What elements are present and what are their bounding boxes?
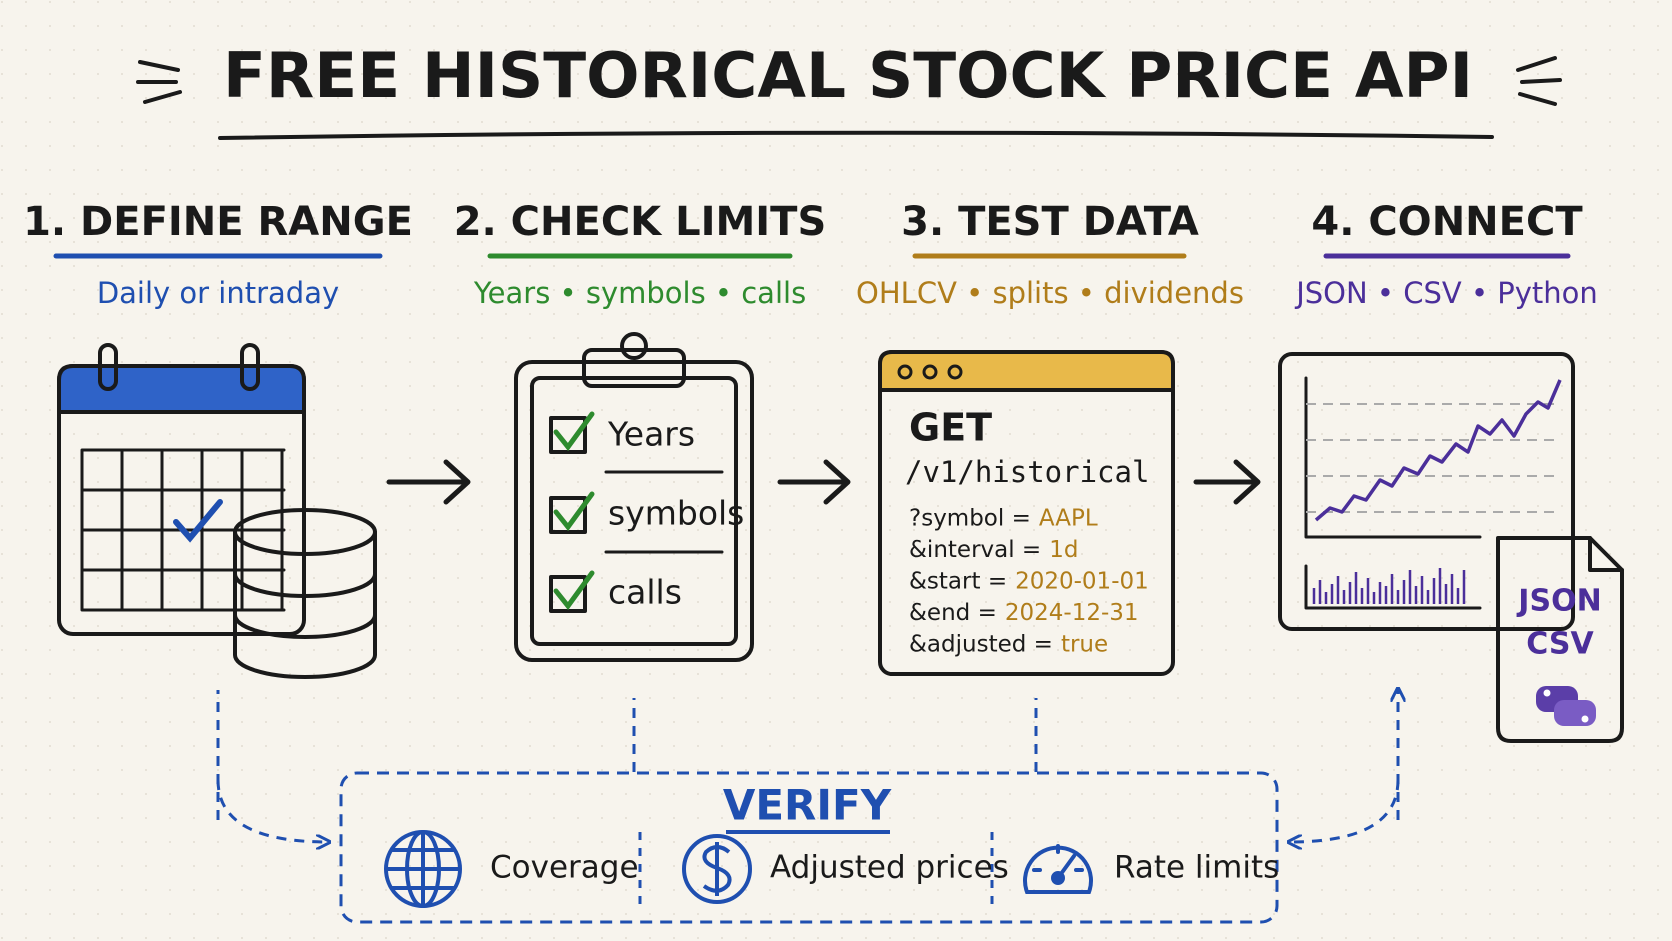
verify-title: VERIFY [723, 781, 892, 830]
chart-window-part [1306, 403, 1560, 513]
clipboard-icon-part [530, 376, 738, 646]
step-headings: 1. DEFINE RANGE Daily or intraday 2. CHE… [23, 199, 1598, 310]
request-window-part [897, 364, 913, 380]
param-key: &start = [909, 569, 1007, 595]
param-key: &adjusted = [909, 632, 1053, 658]
request-method: GET [909, 406, 992, 450]
dollar-icon-part [682, 834, 752, 904]
verify-panel-part [339, 771, 1279, 924]
calendar-icon [57, 343, 306, 636]
clipboard-icon-part [582, 348, 686, 388]
clipboard-icon-part [620, 332, 648, 360]
chart-window-part [1278, 352, 1575, 631]
param-key: &end = [909, 600, 997, 626]
verify-panel-part: Coverage Adjusted prices Rate limits [490, 850, 1279, 886]
param-value: 2020-01-01 [1015, 569, 1149, 595]
step-subtitle: JSON • CSV • Python [1294, 276, 1598, 310]
request-window-part [922, 364, 938, 380]
chart-window-part [1312, 568, 1466, 604]
database-icon-part [233, 508, 377, 556]
verify-item: Adjusted prices [770, 850, 1009, 886]
chart-window-part [1304, 564, 1482, 610]
format-label: CSV [1526, 627, 1594, 662]
gauge-icon-part [1051, 871, 1065, 885]
file-icon-part [1581, 715, 1589, 723]
verify-item: Coverage [490, 850, 639, 886]
clipboard-icon-part [604, 470, 724, 554]
request-window [878, 350, 1175, 676]
verify-panel: VERIFY Coverage Adjusted prices Rate lim… [216, 690, 1400, 924]
dollar-icon [682, 834, 752, 904]
checklist-item: Years [607, 415, 695, 454]
calendar-icon-part [57, 364, 306, 414]
globe-icon-part [386, 832, 460, 906]
request-params: ?symbol = AAPL&interval = 1d&start = 2020-0… [909, 506, 1149, 658]
step-subtitle: Daily or intraday [97, 276, 339, 310]
calendar-icon-part [173, 499, 223, 543]
database-icon-part [233, 530, 377, 679]
checklist-item: symbols [608, 494, 744, 533]
file-icon-part [1588, 536, 1624, 572]
clipboard-icon-part [553, 411, 595, 611]
param-key: &interval = [909, 537, 1041, 563]
verify-item: Rate limits [1114, 850, 1279, 886]
param-key: ?symbol = [909, 506, 1031, 532]
format-label: JSON [1516, 584, 1601, 619]
database-icon-part [233, 572, 377, 639]
file-icon [1496, 536, 1624, 743]
chart-window-part [1314, 379, 1562, 522]
database-icon [233, 508, 377, 679]
globe-icon [384, 830, 462, 908]
step-heading: 3. TEST DATA [901, 199, 1199, 245]
chart-window-part [1304, 376, 1482, 539]
dollar-icon-part [702, 842, 732, 896]
file-icon-part [1543, 689, 1551, 697]
param-value: 1d [1049, 537, 1078, 563]
request-window-part [947, 364, 963, 380]
calendar-icon-part [240, 343, 260, 391]
calendar-icon-part [98, 343, 118, 391]
chart-window [1278, 352, 1575, 631]
clipboard-icon-part [549, 575, 587, 613]
param-value: true [1061, 632, 1108, 658]
verify-panel-part [638, 832, 994, 912]
gauge-icon-part [1023, 845, 1093, 894]
step-heading: 4. CONNECT [1311, 199, 1583, 245]
checklist: Years symbols calls [607, 415, 744, 612]
checklist-item: calls [608, 573, 682, 612]
gauge-icon [1023, 844, 1093, 894]
request-path: /v1/historical [905, 455, 1149, 489]
param-value: 2024-12-31 [1005, 600, 1139, 626]
clipboard-icon [514, 332, 754, 662]
title-underline [218, 130, 1494, 140]
clipboard-icon-part [549, 496, 587, 534]
gauge-icon-part [1032, 844, 1084, 880]
title-block: FREE HISTORICAL STOCK PRICE API [136, 39, 1562, 140]
title-accents [136, 56, 1562, 106]
param-value: AAPL [1039, 506, 1098, 532]
clipboard-icon-part [549, 416, 587, 454]
file-icon-part [1554, 700, 1596, 726]
verify-panel-part [216, 779, 328, 842]
verify-panel-part [216, 690, 1398, 820]
flow-arrows [386, 459, 1261, 505]
request-text: GET /v1/historical ?symbol = AAPL&interva… [905, 406, 1149, 658]
step-heading: 2. CHECK LIMITS [454, 199, 827, 245]
step-heading: 1. DEFINE RANGE [23, 199, 413, 245]
step-subtitle: Years • symbols • calls [473, 276, 806, 310]
step-subtitle: OHLCV • splits • dividends [856, 276, 1244, 310]
clipboard-icon-part [514, 360, 754, 662]
formats: JSON CSV [1516, 584, 1601, 662]
request-window-part [878, 350, 1175, 392]
title: FREE HISTORICAL STOCK PRICE API [223, 39, 1473, 112]
verify-panel-part [1290, 779, 1400, 842]
file-icon-part [1496, 536, 1624, 743]
